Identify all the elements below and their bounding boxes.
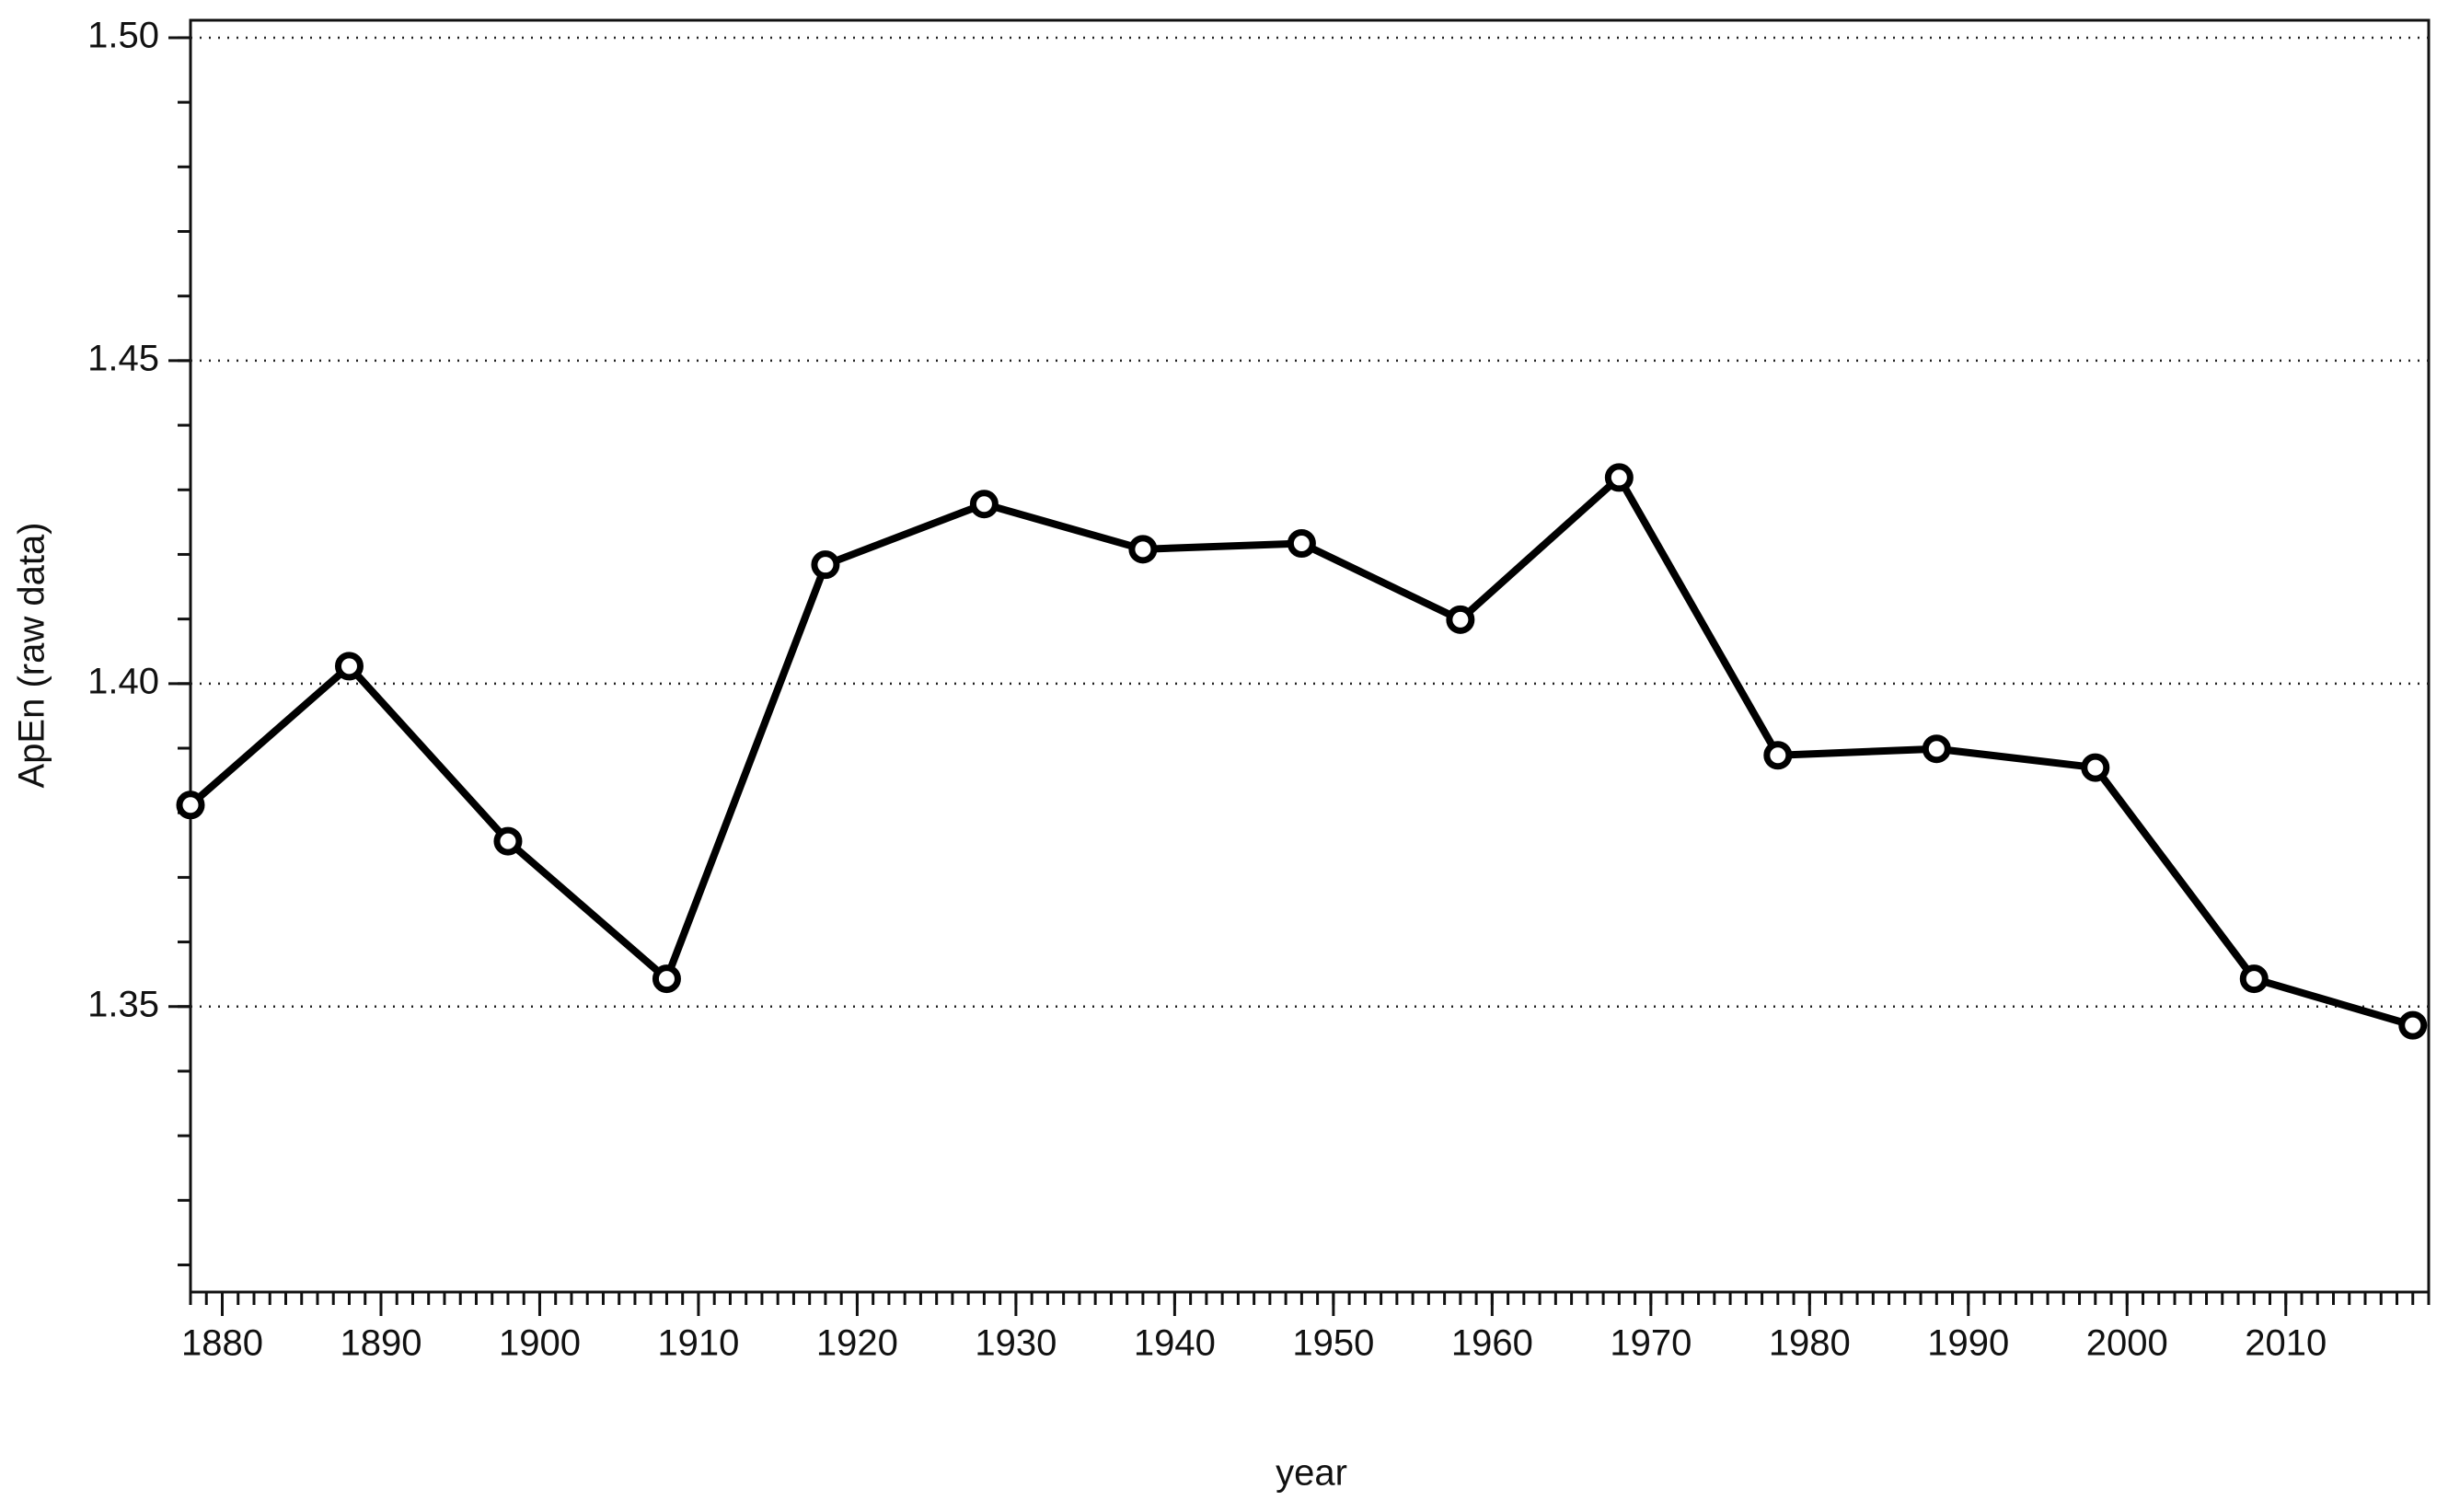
- x-tick-label: 1980: [1769, 1323, 1851, 1364]
- y-tick-label: 1.50: [87, 16, 159, 56]
- marker: [334, 652, 364, 681]
- marker: [176, 791, 205, 820]
- y-tick-label: 1.45: [87, 338, 159, 378]
- x-tick-label: 2000: [2086, 1323, 2168, 1364]
- x-tick-label: 2010: [2245, 1323, 2327, 1364]
- marker: [652, 964, 681, 994]
- marker: [2081, 753, 2110, 782]
- marker: [1922, 734, 1951, 764]
- marker: [1446, 605, 1475, 634]
- x-tick-label: 1940: [1134, 1323, 1216, 1364]
- marker: [811, 550, 840, 580]
- x-tick-label: 1930: [975, 1323, 1057, 1364]
- marker: [1763, 741, 1793, 770]
- x-tick-label: 1960: [1451, 1323, 1533, 1364]
- marker: [969, 490, 999, 519]
- x-tick-label: 1900: [499, 1323, 581, 1364]
- x-tick-label: 1920: [816, 1323, 898, 1364]
- marker: [2398, 1010, 2428, 1040]
- marker: [2239, 964, 2269, 994]
- x-tick-label: 1890: [340, 1323, 421, 1364]
- x-tick-label: 1910: [657, 1323, 739, 1364]
- marker: [1128, 535, 1158, 564]
- marker: [1287, 529, 1316, 559]
- marker: [1604, 463, 1634, 492]
- x-axis-label: year: [1276, 1453, 1347, 1494]
- line: [188, 473, 2414, 1029]
- y-tick-label: 1.40: [87, 661, 159, 701]
- x-tick-label: 1880: [181, 1323, 263, 1364]
- marker: [493, 826, 523, 856]
- x-tick-label: 1970: [1610, 1323, 1692, 1364]
- y-tick-label: 1.35: [87, 984, 159, 1024]
- x-tick-label: 1950: [1292, 1323, 1374, 1364]
- plot-frame: [189, 18, 2431, 1294]
- x-tick-label: 1990: [1927, 1323, 2009, 1364]
- y-axis-label: ApEn (raw data): [12, 522, 52, 788]
